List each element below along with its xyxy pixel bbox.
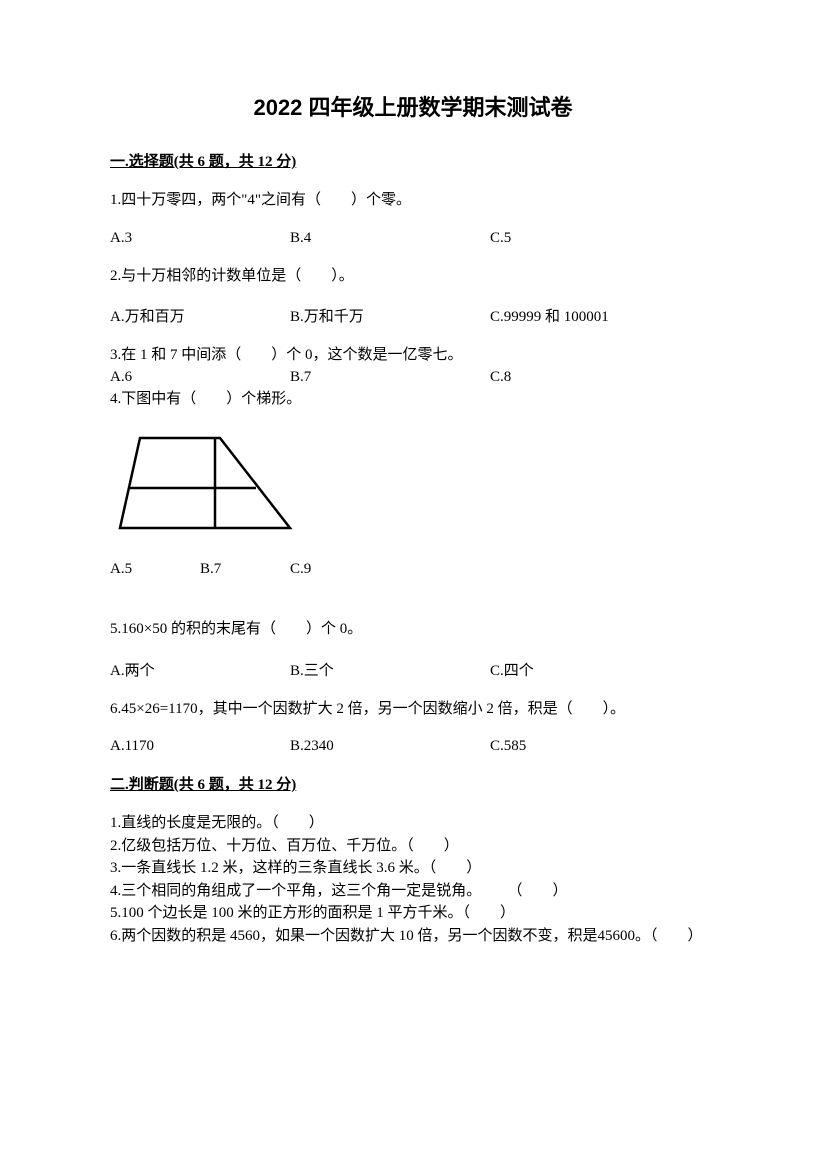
q1-opt-b: B.4: [290, 230, 490, 247]
page-title: 2022 四年级上册数学期末测试卷: [110, 90, 716, 122]
q2-options: A.万和百万 B.万和千万 C.99999 和 100001: [110, 305, 716, 326]
q6-opt-a: A.1170: [110, 738, 290, 755]
q4-options: A.5 B.7 C.9: [110, 561, 716, 578]
q2-opt-b: B.万和千万: [290, 305, 490, 326]
j2: 2.亿级包括万位、十万位、百万位、千万位。（ ）: [110, 835, 716, 858]
q5-opt-a: A.两个: [110, 659, 290, 680]
trapezoid-svg: [110, 428, 305, 538]
q4-opt-a: A.5: [110, 561, 200, 578]
q1-opt-c: C.5: [490, 230, 511, 247]
q1-text: 1.四十万零四，两个"4"之间有（ ）个零。: [110, 189, 716, 212]
j4: 4.三个相同的角组成了一个平角，这三个角一定是锐角。 （ ）: [110, 880, 716, 903]
q5-text: 5.160×50 的积的末尾有（ ）个 0。: [110, 618, 716, 641]
q3-options: A.6 B.7 C.8: [110, 369, 716, 386]
q6-text: 6.45×26=1170，其中一个因数扩大 2 倍，另一个因数缩小 2 倍，积是…: [110, 698, 716, 721]
j5: 5.100 个边长是 100 米的正方形的面积是 1 平方千米。（ ）: [110, 902, 716, 925]
q6-opt-b: B.2340: [290, 738, 490, 755]
j6: 6.两个因数的积是 4560，如果一个因数扩大 10 倍，另一个因数不变，积是4…: [110, 925, 716, 948]
q2-opt-a: A.万和百万: [110, 305, 290, 326]
q5-opt-c: C.四个: [490, 659, 534, 680]
q4-opt-c: C.9: [290, 561, 380, 578]
trapezoid-figure: [110, 428, 716, 543]
section1-header: 一.选择题(共 6 题，共 12 分): [110, 150, 716, 171]
q2-opt-c: C.99999 和 100001: [490, 305, 609, 326]
q5-opt-b: B.三个: [290, 659, 490, 680]
q5-options: A.两个 B.三个 C.四个: [110, 659, 716, 680]
q6-options: A.1170 B.2340 C.585: [110, 738, 716, 755]
q6-opt-c: C.585: [490, 738, 526, 755]
q3-opt-b: B.7: [290, 369, 490, 386]
q3-text: 3.在 1 和 7 中间添（ ）个 0，这个数是一亿零七。: [110, 344, 716, 367]
j3: 3.一条直线长 1.2 米，这样的三条直线长 3.6 米。（ ）: [110, 857, 716, 880]
j1: 1.直线的长度是无限的。（ ）: [110, 812, 716, 835]
q3-opt-c: C.8: [490, 369, 511, 386]
q4-text: 4.下图中有（ ）个梯形。: [110, 388, 716, 411]
q2-text: 2.与十万相邻的计数单位是（ ）。: [110, 265, 716, 288]
q3-opt-a: A.6: [110, 369, 290, 386]
q4-opt-b: B.7: [200, 561, 290, 578]
q1-options: A.3 B.4 C.5: [110, 230, 716, 247]
q1-opt-a: A.3: [110, 230, 290, 247]
section2-header: 二.判断题(共 6 题，共 12 分): [110, 773, 716, 794]
trapezoid-outer: [120, 438, 290, 528]
